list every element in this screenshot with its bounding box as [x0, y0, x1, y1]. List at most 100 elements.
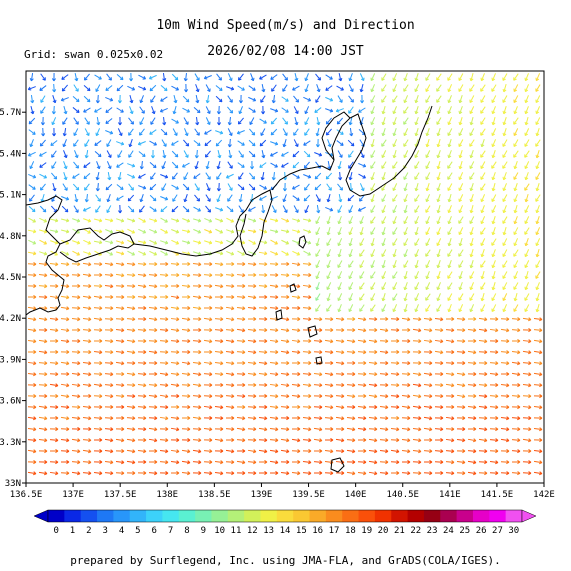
wind-arrow: [247, 284, 257, 289]
wind-arrow: [513, 139, 519, 147]
wind-arrow: [414, 95, 419, 104]
wind-arrow: [302, 218, 312, 223]
colorbar-label: 15: [296, 526, 307, 536]
wind-arrow: [82, 306, 92, 311]
wind-arrow: [82, 317, 92, 322]
wind-arrow: [192, 295, 202, 300]
colorbar-swatch: [391, 510, 409, 522]
wind-arrow: [535, 73, 541, 82]
wind-arrow: [171, 85, 179, 91]
wind-arrow: [214, 294, 224, 300]
wind-arrow: [414, 128, 419, 137]
wind-arrow: [247, 272, 257, 278]
wind-arrow: [349, 127, 354, 137]
wind-arrow: [215, 240, 224, 245]
wind-arrow: [414, 238, 420, 246]
colorbar-swatch: [440, 510, 458, 522]
wind-arrow: [84, 183, 90, 191]
wind-arrow: [524, 238, 529, 247]
wind-arrow: [513, 150, 519, 158]
wind-arrow: [280, 328, 290, 333]
wind-arrow: [192, 262, 202, 267]
colorbar-label: 8: [184, 526, 189, 536]
wind-arrow: [315, 194, 321, 202]
wind-arrow: [423, 317, 433, 322]
wind-arrow: [170, 283, 180, 289]
wind-arrow: [502, 161, 508, 169]
wind-arrow: [282, 194, 287, 203]
wind-arrow: [491, 304, 497, 313]
wind-arrow: [392, 128, 397, 137]
wind-arrow: [370, 260, 375, 269]
wind-arrow: [469, 183, 474, 192]
wind-arrow: [258, 251, 268, 256]
wind-arrow: [116, 162, 124, 168]
wind-arrow: [259, 118, 267, 124]
wind-arrow: [403, 304, 408, 313]
wind-arrow: [51, 161, 57, 169]
wind-arrow: [480, 106, 486, 114]
wind-arrow: [425, 238, 431, 247]
wind-arrow: [118, 204, 123, 214]
wind-arrow: [73, 117, 79, 125]
wind-arrow: [491, 227, 496, 236]
wind-arrow: [447, 205, 452, 214]
wind-arrow: [271, 171, 276, 181]
wind-arrow: [28, 217, 36, 223]
wind-arrow: [403, 95, 409, 104]
wind-arrow: [359, 304, 365, 312]
wind-arrow: [39, 139, 46, 147]
wind-arrow: [491, 282, 496, 291]
wind-arrow: [138, 185, 147, 190]
wind-arrow: [348, 73, 353, 82]
wind-arrow: [370, 95, 376, 103]
wind-arrow: [27, 306, 37, 311]
wind-arrow: [524, 227, 530, 235]
wind-arrow: [105, 250, 113, 256]
wind-arrow: [491, 183, 496, 192]
wind-arrow: [535, 117, 541, 126]
wind-arrow: [228, 149, 233, 159]
wind-arrow: [280, 295, 290, 300]
wind-arrow: [126, 317, 136, 322]
wind-arrow: [414, 304, 419, 313]
wind-arrow: [139, 194, 144, 203]
wind-arrow: [458, 227, 464, 236]
wind-arrow: [392, 271, 398, 279]
wind-arrow: [181, 328, 191, 333]
wind-arrow: [236, 328, 246, 333]
wind-arrow: [392, 227, 398, 235]
wind-arrow: [38, 317, 48, 322]
wind-arrow: [94, 74, 102, 80]
wind-arrow: [159, 294, 169, 300]
colorbar-swatch: [48, 510, 65, 522]
wind-arrow: [149, 84, 157, 92]
wind-arrow: [403, 249, 408, 258]
wind-arrow: [261, 149, 266, 159]
wind-arrow: [293, 128, 299, 136]
wind-arrow: [491, 139, 497, 148]
wind-arrow: [535, 238, 541, 247]
wind-arrow: [447, 95, 452, 104]
wind-arrow: [171, 229, 180, 234]
wind-arrow: [524, 139, 530, 147]
wind-arrow: [181, 317, 191, 322]
wind-arrow: [513, 128, 519, 137]
wind-arrow: [403, 139, 409, 147]
wind-arrow: [291, 328, 301, 333]
wind-arrow: [414, 117, 419, 126]
colorbar-label: 7: [168, 526, 173, 536]
wind-arrow: [502, 95, 508, 103]
wind-arrow: [160, 250, 168, 256]
wind-arrow: [104, 273, 114, 278]
wind-arrow: [381, 260, 386, 269]
wind-arrow: [425, 84, 431, 92]
wind-arrow: [171, 140, 179, 146]
wind-arrow: [381, 205, 386, 214]
wind-arrow: [115, 262, 125, 267]
wind-arrow: [458, 139, 464, 147]
wind-arrow: [258, 262, 268, 267]
wind-arrow: [259, 139, 267, 147]
wind-arrow: [337, 282, 342, 291]
wind-arrow: [215, 228, 224, 234]
